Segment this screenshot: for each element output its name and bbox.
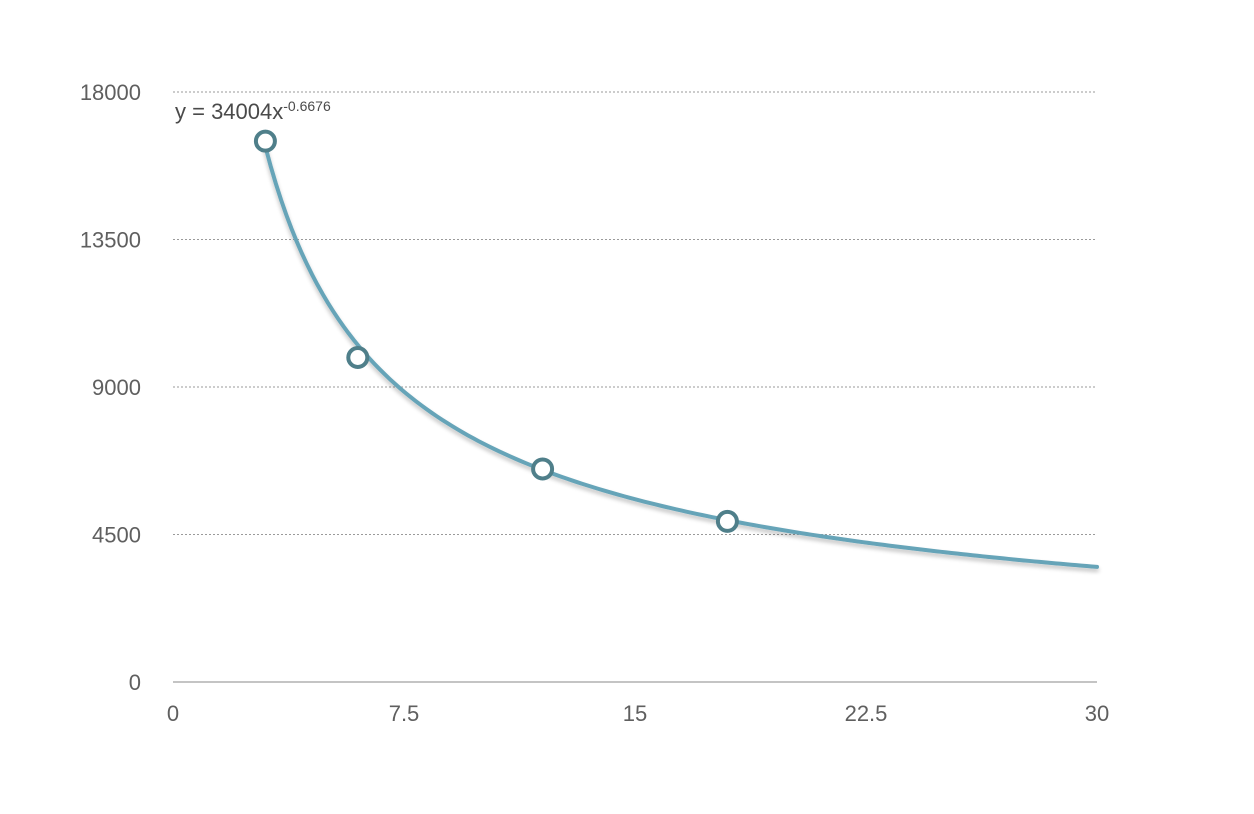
tick-labels: 0 4500 9000 13500 18000 0 7.5 15 22.5 30 [80,80,1109,726]
y-tick-label: 13500 [80,228,141,253]
y-tick-label: 4500 [92,523,141,548]
trendline-equation-base: y = 34004x [175,99,283,124]
x-tick-label: 0 [167,701,179,726]
trendline-equation-exponent: -0.6676 [283,98,331,114]
grid-lines [173,91,1097,535]
trendline-equation: y = 34004x-0.6676 [175,98,331,124]
data-points [253,129,739,533]
data-point [346,346,370,369]
y-tick-label: 18000 [80,80,141,105]
data-point [253,129,277,153]
trendline-curve [263,144,1099,569]
x-tick-label: 30 [1085,701,1109,726]
trendline [263,144,1099,569]
data-point [715,509,739,533]
x-tick-label: 7.5 [389,701,420,726]
y-tick-label: 9000 [92,375,141,400]
y-tick-label: 0 [129,670,141,695]
x-tick-label: 22.5 [845,701,888,726]
data-point [531,457,555,481]
x-tick-label: 15 [623,701,647,726]
